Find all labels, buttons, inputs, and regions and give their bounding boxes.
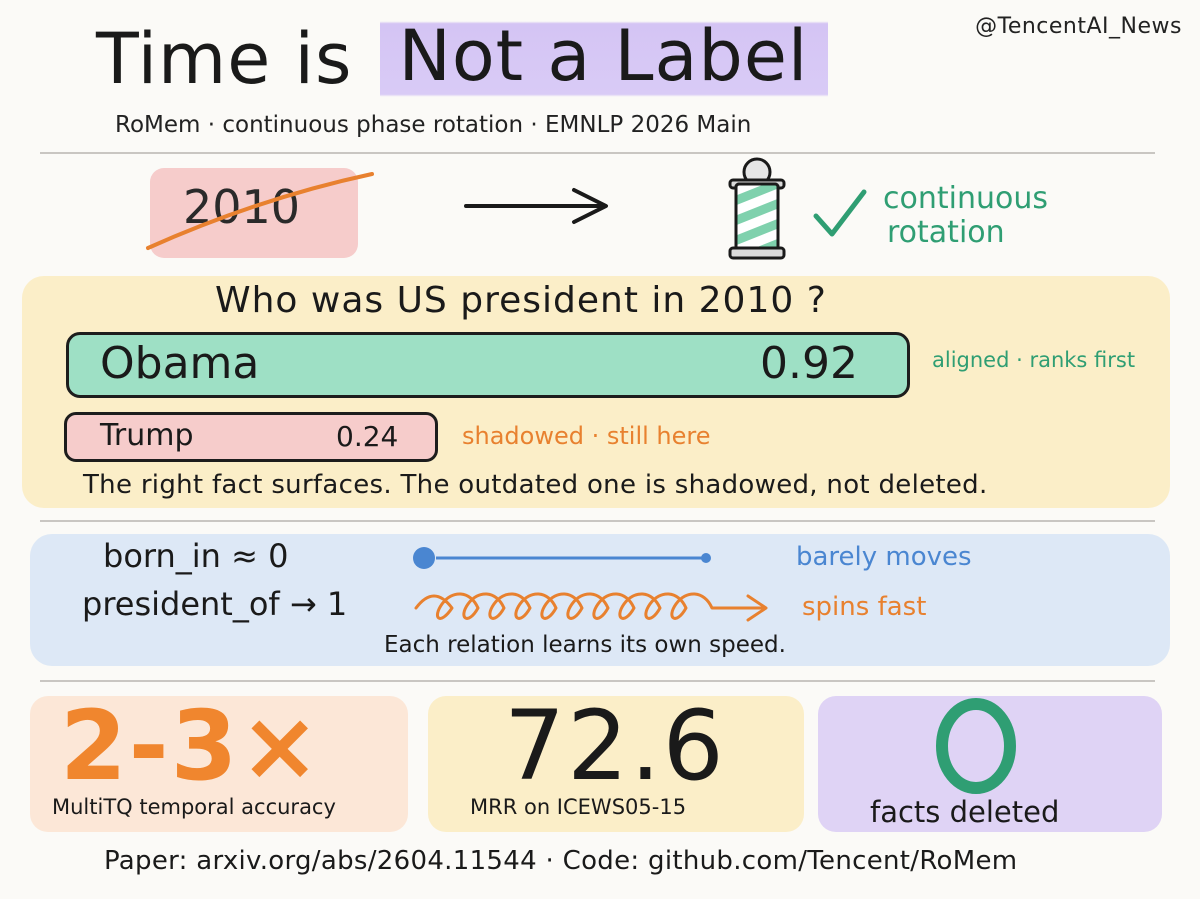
stat-value-deleted: 0 bbox=[976, 757, 977, 759]
stat-card-deleted bbox=[818, 696, 1162, 832]
struck-label-box bbox=[150, 168, 358, 258]
born-in-note: barely moves bbox=[796, 542, 972, 572]
second-answer-name: Trump bbox=[100, 418, 194, 453]
checkmark-icon bbox=[813, 189, 867, 237]
zero-ring-icon: 0 bbox=[936, 698, 1016, 794]
top-answer-score: 0.92 bbox=[760, 338, 858, 389]
stat-label-deleted: facts deleted bbox=[870, 795, 1060, 829]
stat-value-accuracy: 2-3× bbox=[60, 690, 322, 802]
speed-caption: Each relation learns its own speed. bbox=[384, 632, 786, 658]
top-answer-name: Obama bbox=[100, 338, 260, 389]
page-title: Time is Not a Label bbox=[96, 14, 829, 104]
top-answer-bar bbox=[66, 332, 910, 398]
born-in-label: born_in ≈ 0 bbox=[103, 537, 289, 575]
query-question: Who was US president in 2010 ? bbox=[215, 280, 827, 321]
slow-line-icon bbox=[413, 547, 711, 569]
twitter-handle: @TencentAI_News bbox=[975, 14, 1182, 39]
title-highlight: Not a Label bbox=[380, 17, 829, 101]
stat-label-accuracy: MultiTQ temporal accuracy bbox=[52, 795, 336, 819]
second-answer-note: shadowed · still here bbox=[462, 422, 711, 450]
continuous-rotation-label: continuous rotation bbox=[883, 181, 1048, 250]
strike-line-icon bbox=[146, 172, 374, 250]
subtitle: RoMem · continuous phase rotation · EMNL… bbox=[115, 112, 752, 138]
stat-card-mrr bbox=[428, 696, 804, 832]
footer-links: Paper: arxiv.org/abs/2604.11544 · Code: … bbox=[104, 846, 1018, 876]
stat-card-accuracy bbox=[30, 696, 408, 832]
arrow-right-icon bbox=[464, 188, 608, 224]
top-answer-note: aligned · ranks first bbox=[932, 348, 1136, 372]
president-of-label: president_of → 1 bbox=[82, 585, 348, 623]
stat-value-mrr: 72.6 bbox=[504, 690, 726, 802]
president-of-note: spins fast bbox=[802, 592, 927, 622]
query-caption: The right fact surfaces. The outdated on… bbox=[83, 470, 988, 500]
second-answer-score: 0.24 bbox=[336, 420, 399, 453]
divider bbox=[40, 680, 1155, 682]
stat-label-mrr: MRR on ICEWS05-15 bbox=[470, 795, 687, 819]
divider bbox=[40, 520, 1155, 522]
second-answer-bar bbox=[64, 412, 438, 462]
title-part-1: Time is bbox=[96, 18, 353, 100]
barber-pole-icon bbox=[728, 157, 786, 260]
spiral-icon bbox=[414, 592, 768, 622]
divider bbox=[40, 152, 1155, 154]
